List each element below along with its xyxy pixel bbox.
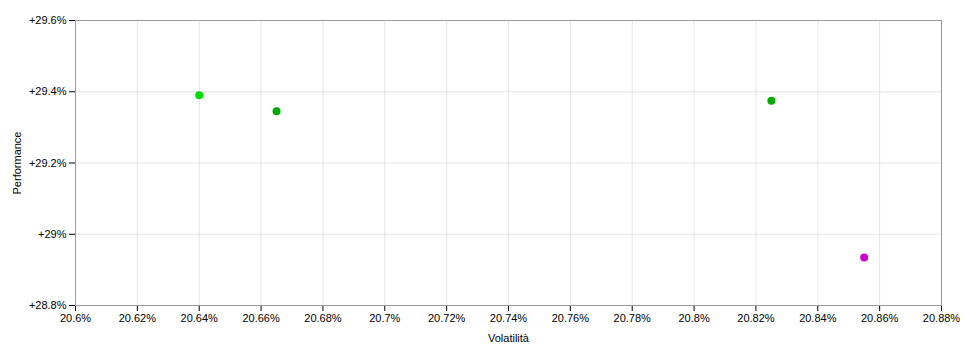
svg-text:+28.8%: +28.8% [29,299,67,311]
svg-text:20.74%: 20.74% [490,312,528,324]
svg-text:Performance: Performance [11,132,23,195]
svg-text:+29.6%: +29.6% [29,14,67,26]
svg-text:20.8%: 20.8% [678,312,709,324]
svg-text:20.6%: 20.6% [60,312,91,324]
svg-text:20.86%: 20.86% [861,312,899,324]
svg-text:20.66%: 20.66% [242,312,280,324]
svg-text:20.88%: 20.88% [923,312,961,324]
svg-text:20.64%: 20.64% [181,312,219,324]
svg-text:20.72%: 20.72% [428,312,466,324]
svg-text:+29.2%: +29.2% [29,157,67,169]
svg-text:+29%: +29% [38,228,67,240]
svg-text:+29.4%: +29.4% [29,85,67,97]
svg-text:20.84%: 20.84% [799,312,837,324]
svg-text:20.62%: 20.62% [119,312,157,324]
svg-text:20.78%: 20.78% [614,312,652,324]
svg-text:20.7%: 20.7% [369,312,400,324]
svg-text:20.76%: 20.76% [552,312,590,324]
svg-text:Volatilità: Volatilità [488,332,530,344]
svg-text:20.82%: 20.82% [737,312,775,324]
svg-text:20.68%: 20.68% [304,312,342,324]
